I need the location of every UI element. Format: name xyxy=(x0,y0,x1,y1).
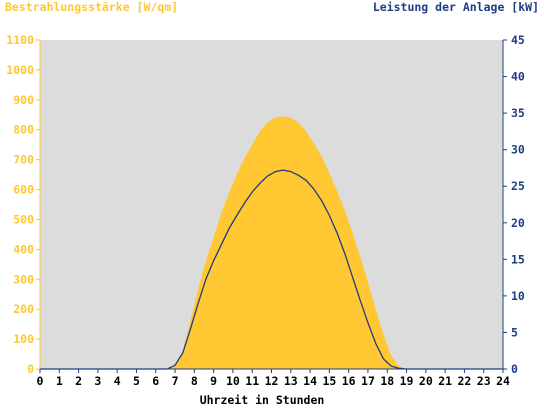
right-tick-label: 30 xyxy=(511,143,525,157)
right-tick-label: 20 xyxy=(511,216,525,230)
power-line xyxy=(40,169,503,370)
x-tick-label: 4 xyxy=(114,374,121,388)
x-tick-label: 13 xyxy=(284,374,298,388)
x-tick-label: 15 xyxy=(322,374,336,388)
left-axis-title: Bestrahlungsstärke [W/qm] xyxy=(5,0,178,14)
right-tick-label: 35 xyxy=(511,106,525,120)
left-tick-label: 300 xyxy=(13,272,34,286)
x-tick-label: 3 xyxy=(94,374,101,388)
x-tick-label: 23 xyxy=(477,374,491,388)
right-tick-label: 40 xyxy=(511,70,525,84)
x-tick-label: 0 xyxy=(37,374,44,388)
x-tick-label: 22 xyxy=(457,374,471,388)
x-tick-label: 14 xyxy=(303,374,317,388)
x-tick-label: 6 xyxy=(152,374,159,388)
power-line-layer xyxy=(40,169,503,370)
irradiance-area-layer xyxy=(40,116,503,369)
x-tick-label: 5 xyxy=(133,374,140,388)
x-tick-label: 19 xyxy=(400,374,414,388)
x-tick-label: 8 xyxy=(191,374,198,388)
x-axis-ticks: 0 1 2 3 4 5 6 7 8 9 10 11 12 13 14 15 16 17 18 19 20 21 22 23 24 xyxy=(37,369,510,388)
right-axis-ticks: 0 5 10 15 20 25 30 35 40 45 xyxy=(503,33,525,376)
right-tick-label: 5 xyxy=(511,325,518,339)
right-tick-label: 10 xyxy=(511,289,525,303)
left-tick-label: 400 xyxy=(13,242,34,256)
x-tick-label: 18 xyxy=(380,374,394,388)
left-tick-label: 1000 xyxy=(6,63,34,77)
x-tick-label: 20 xyxy=(419,374,433,388)
x-tick-label: 21 xyxy=(438,374,452,388)
right-tick-label: 0 xyxy=(511,362,518,376)
right-tick-label: 15 xyxy=(511,252,525,266)
left-tick-label: 100 xyxy=(13,332,34,346)
left-tick-label: 500 xyxy=(13,212,34,226)
left-tick-label: 900 xyxy=(13,93,34,107)
left-axis-ticks: 0 100 200 300 400 500 600 700 800 900 1000 1100 xyxy=(6,33,40,376)
x-tick-label: 24 xyxy=(496,374,510,388)
x-tick-label: 9 xyxy=(210,374,217,388)
left-tick-label: 1100 xyxy=(6,33,34,47)
left-tick-label: 200 xyxy=(13,302,34,316)
x-tick-label: 2 xyxy=(75,374,82,388)
x-tick-label: 1 xyxy=(56,374,63,388)
right-tick-label: 25 xyxy=(511,179,525,193)
left-tick-label: 0 xyxy=(27,362,34,376)
x-tick-label: 12 xyxy=(265,374,279,388)
x-tick-label: 7 xyxy=(172,374,179,388)
right-axis-title: Leistung der Anlage [kW] xyxy=(373,0,539,14)
x-tick-label: 16 xyxy=(342,374,356,388)
x-axis-title: Uhrzeit in Stunden xyxy=(200,393,325,407)
x-tick-label: 10 xyxy=(226,374,240,388)
irradiance-area xyxy=(40,116,503,369)
right-tick-label: 45 xyxy=(511,33,525,47)
left-tick-label: 700 xyxy=(13,153,34,167)
x-tick-label: 17 xyxy=(361,374,375,388)
x-tick-label: 11 xyxy=(245,374,259,388)
left-tick-label: 800 xyxy=(13,123,34,137)
left-tick-label: 600 xyxy=(13,183,34,197)
